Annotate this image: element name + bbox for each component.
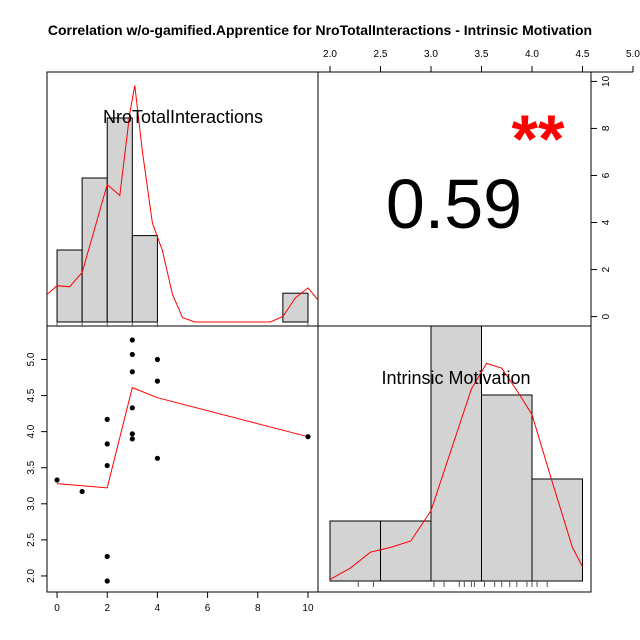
- right-tick-label-2: 4: [601, 219, 612, 225]
- hist-bar-3: [131, 235, 158, 323]
- hist-bar-y-2: [430, 325, 482, 582]
- scatter-point-3: [104, 553, 110, 560]
- scatter-point-10: [129, 369, 135, 375]
- bottom-tick-label-2: 4: [155, 603, 161, 614]
- variable-label-x: NroTotalInteractions: [103, 107, 263, 127]
- scatter-point-6: [104, 416, 110, 422]
- scatter-point-8: [129, 431, 135, 437]
- scatter-point-9: [129, 405, 135, 411]
- top-tick-label-3: 3.5: [475, 49, 489, 60]
- top-tick-label-6: 5.0: [626, 49, 640, 60]
- scatter-point-5: [104, 441, 110, 447]
- top-tick-label-2: 3.0: [424, 49, 438, 60]
- density-curve-x: [46, 85, 319, 323]
- scatter-point-11: [129, 351, 135, 358]
- scatter-point-0: [54, 477, 60, 483]
- bottom-tick-label-1: 2: [104, 603, 110, 614]
- correlation-value: 0.59: [386, 165, 522, 243]
- left-tick-label-1: 2.5: [26, 533, 37, 547]
- top-tick-label-4: 4.0: [525, 49, 539, 60]
- hist-bar-4: [282, 292, 309, 323]
- histogram-intrinsic-motivation: [329, 325, 583, 587]
- right-tick-label-0: 0: [601, 313, 612, 319]
- density-curve-y: [329, 362, 583, 580]
- chart-title: Correlation w/o-gamified.Apprentice for …: [48, 22, 592, 38]
- smooth-line: [56, 386, 309, 489]
- left-tick-label-3: 3.5: [26, 460, 37, 474]
- bottom-tick-label-0: 0: [54, 603, 60, 614]
- hist-bar-y-4: [531, 478, 583, 582]
- left-tick-label-6: 5.0: [26, 352, 37, 366]
- scatter-point-15: [154, 356, 161, 363]
- hist-bar-y-1: [380, 520, 432, 582]
- scatter-point-4: [104, 462, 110, 469]
- scatter-point-14: [154, 378, 161, 384]
- scatter-point-2: [104, 578, 110, 584]
- left-tick-label-5: 4.5: [26, 388, 37, 402]
- right-tick-label-5: 10: [601, 75, 612, 87]
- top-tick-label-1: 2.5: [374, 49, 388, 60]
- left-tick-label-0: 2.0: [26, 569, 37, 583]
- top-tick-label-0: 2.0: [323, 49, 337, 60]
- variable-label-y: Intrinsic Motivation: [381, 368, 530, 388]
- axes: 0 2 4 6 8 10 2.0 2.5 3.0 3.5 4.0 4.5 5.0 2.0 2.5 3.0 3.5…: [26, 49, 640, 614]
- hist-bar-2: [106, 117, 133, 323]
- top-tick-label-5: 4.5: [576, 49, 590, 60]
- scatter-point-12: [129, 337, 135, 343]
- scatter-point-1: [79, 488, 85, 495]
- bottom-tick-label-3: 6: [205, 603, 211, 614]
- right-tick-label-1: 2: [601, 266, 612, 272]
- hist-bar-y-3: [481, 394, 533, 582]
- bottom-tick-label-5: 10: [302, 603, 314, 614]
- bottom-tick-label-4: 8: [255, 603, 261, 614]
- right-tick-label-4: 8: [601, 125, 612, 131]
- left-tick-label-4: 4.0: [26, 424, 37, 438]
- panel-bottom-left: [46, 325, 319, 593]
- significance-stars: **: [512, 101, 565, 177]
- scatter-plot: [54, 337, 311, 584]
- hist-bar-y-0: [329, 520, 381, 582]
- scatter-point-7: [129, 436, 135, 442]
- scatter-point-13: [154, 455, 161, 461]
- left-tick-label-2: 3.0: [26, 496, 37, 510]
- scatter-point-16: [305, 434, 311, 440]
- hist-bar-1: [81, 177, 108, 323]
- histogram-nrototalinteractions: [46, 85, 319, 327]
- right-tick-label-3: 6: [601, 172, 612, 178]
